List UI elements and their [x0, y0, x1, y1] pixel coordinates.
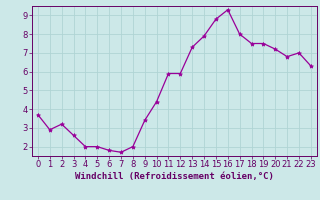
- X-axis label: Windchill (Refroidissement éolien,°C): Windchill (Refroidissement éolien,°C): [75, 172, 274, 181]
